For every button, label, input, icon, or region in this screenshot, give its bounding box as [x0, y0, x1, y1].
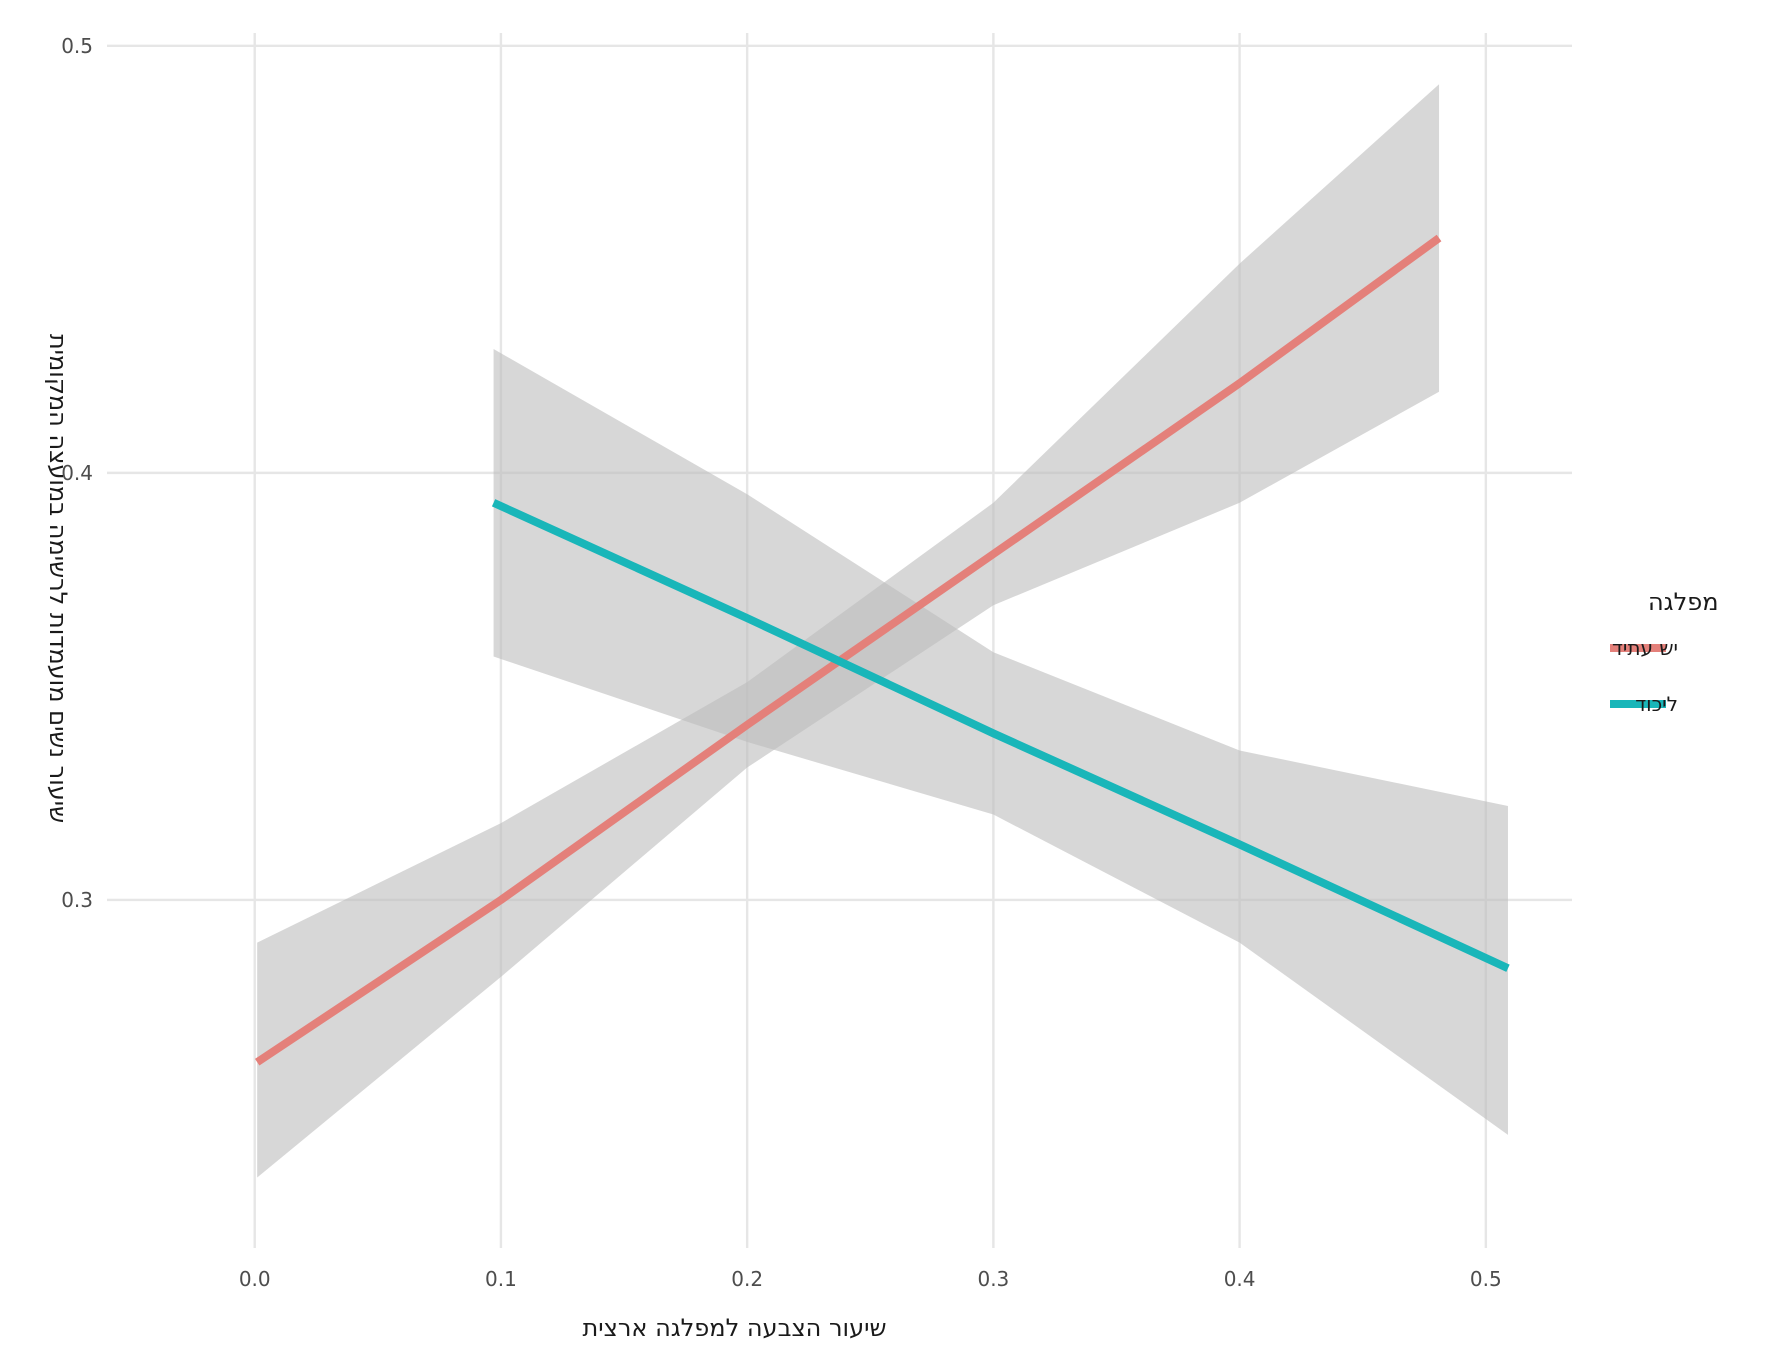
x-tick-label: 0.0 [239, 1267, 271, 1291]
x-tick-label: 0.3 [977, 1267, 1009, 1291]
legend-items: יש עתיד ליכוד [1610, 636, 1678, 716]
x-tick-label: 0.4 [1224, 1267, 1256, 1291]
legend-label-1: יש עתיד [1612, 636, 1678, 660]
x-tick-label: 0.5 [1470, 1267, 1502, 1291]
y-tick-label: 0.4 [61, 461, 93, 485]
legend-label-2: ליכוד [1635, 692, 1678, 716]
x-axis-ticks: 0.0 0.1 0.2 0.3 0.4 0.5 [239, 1267, 1502, 1291]
series-line-2 [491, 499, 1510, 972]
y-axis-title: שיעור נשים מועמדות לרשימה במועצה המקומית [44, 334, 72, 823]
legend-title: מפלגה [1648, 588, 1719, 616]
legend: מפלגה יש עתיד ליכוד [1610, 588, 1719, 716]
y-tick-label: 0.5 [61, 34, 93, 58]
x-axis-title: שיעור הצבעה למפלגה ארצית [583, 1314, 887, 1342]
confidence-band-2 [493, 349, 1508, 1135]
x-tick-label: 0.2 [731, 1267, 763, 1291]
y-tick-label: 0.3 [61, 888, 93, 912]
x-tick-label: 0.1 [485, 1267, 517, 1291]
series-lines [254, 234, 1510, 1066]
series-line-1 [254, 234, 1442, 1066]
confidence-bands [257, 84, 1508, 1178]
y-axis-ticks: 0.3 0.4 0.5 [61, 34, 93, 912]
